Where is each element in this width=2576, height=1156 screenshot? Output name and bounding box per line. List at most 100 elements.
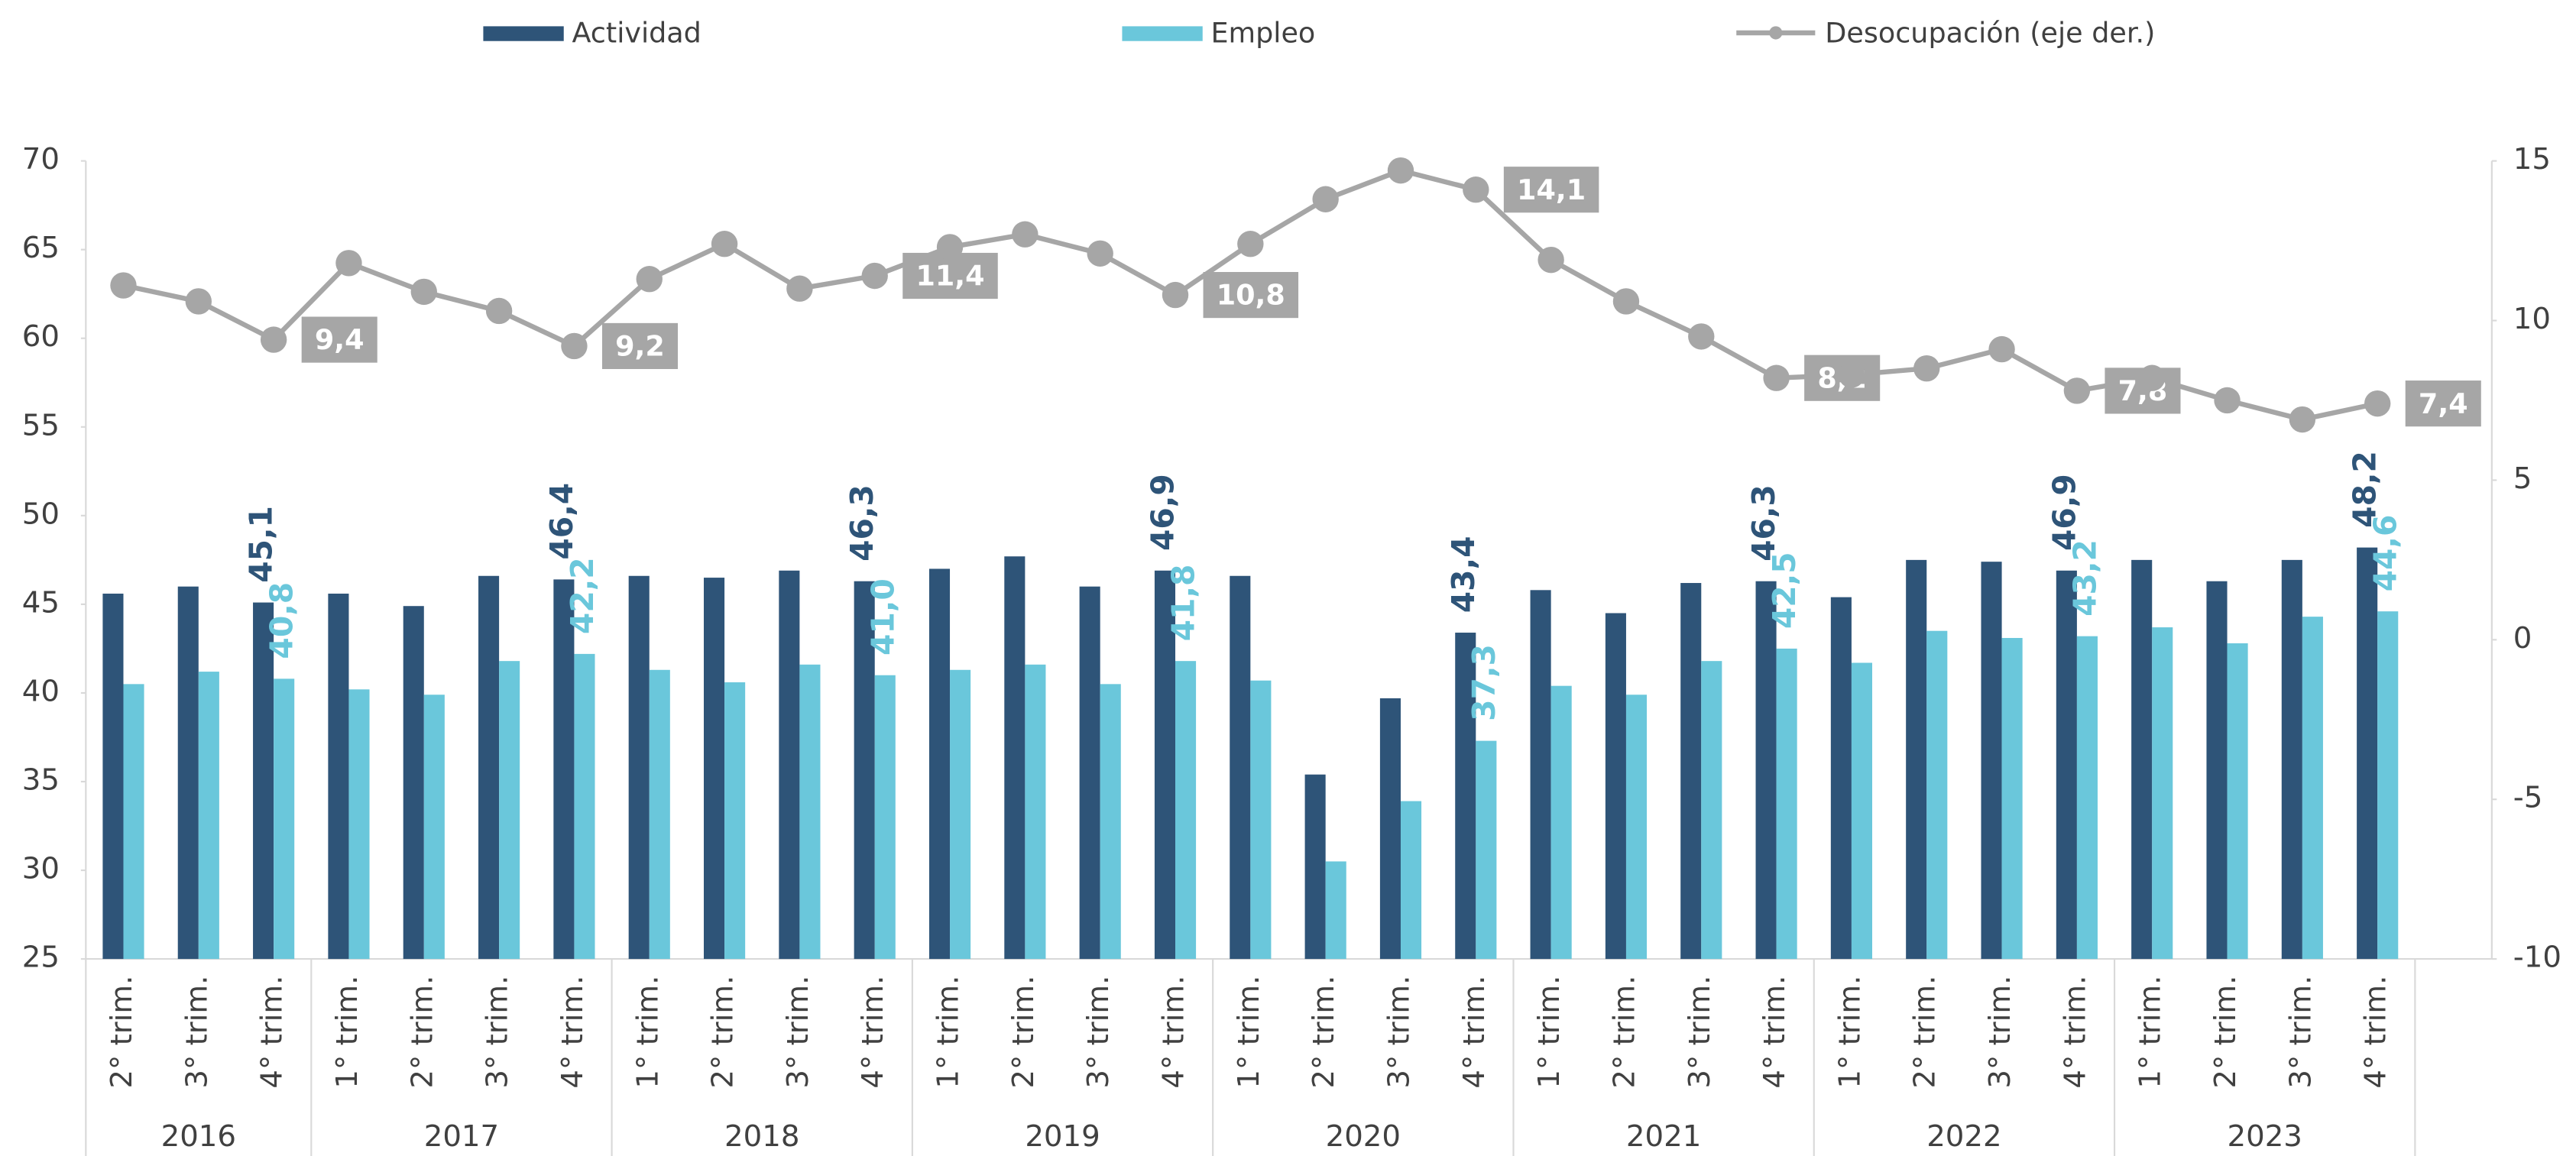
data-label-box (902, 252, 998, 300)
data-label: 7,4 (2419, 387, 2468, 420)
bar (1981, 562, 2002, 960)
x-tick-label: 4° trim. (1457, 976, 1492, 1089)
line-point (485, 297, 513, 325)
line-point (1763, 364, 1790, 391)
line-point (185, 288, 212, 315)
bar (950, 669, 971, 960)
bar (854, 581, 875, 960)
line-point (1162, 281, 1189, 309)
bar (874, 675, 896, 960)
x-tick-label: 3° trim. (1983, 976, 2017, 1089)
year-label: 2023 (2227, 1119, 2302, 1154)
x-tick-label: 4° trim. (255, 976, 290, 1089)
x-tick-label: 2° trim. (2208, 976, 2243, 1089)
y-tick-label: 35 (22, 763, 60, 797)
bar (2152, 627, 2173, 960)
bar (779, 570, 800, 960)
line-point (410, 278, 437, 306)
legend-label: Empleo (1210, 17, 1315, 50)
x-tick-label: 4° trim. (856, 976, 890, 1089)
x-tick-label: 1° trim. (932, 976, 966, 1089)
x-tick-label: 1° trim. (2134, 976, 2168, 1089)
line-point (2289, 406, 2316, 433)
data-label-box (301, 316, 377, 363)
line-point (1838, 361, 1865, 388)
year-label: 2020 (1326, 1119, 1401, 1154)
bar (1304, 774, 1326, 960)
bar (799, 664, 821, 960)
bar (1550, 685, 1572, 960)
x-tick-label: 4° trim. (2058, 976, 2092, 1089)
legend-swatch (483, 26, 564, 41)
y-tick-label: 25 (22, 941, 60, 975)
bar (1605, 613, 1626, 960)
line-point (1988, 335, 2015, 363)
line-point (335, 250, 362, 277)
bar (1476, 740, 1497, 960)
year-label: 2021 (1626, 1119, 1701, 1154)
x-tick-label: 1° trim. (330, 976, 365, 1089)
data-label: 46,3 (844, 484, 880, 562)
line-point (2214, 387, 2241, 414)
line-point (1688, 323, 1715, 350)
data-label: 41,8 (1165, 565, 1202, 642)
line-point (2063, 377, 2091, 404)
bar (1701, 661, 1722, 960)
data-label: 9,4 (315, 323, 365, 356)
y2-tick-label: -5 (2513, 781, 2543, 815)
line-point (110, 272, 137, 299)
bar (628, 575, 650, 960)
legend-swatch (1769, 26, 1783, 40)
bar (2076, 636, 2098, 960)
x-tick-label: 3° trim. (1683, 976, 1717, 1089)
x-tick-label: 1° trim. (1532, 976, 1567, 1089)
bar (1755, 581, 1777, 960)
y-tick-label: 45 (22, 585, 60, 620)
data-label: 14,1 (1517, 173, 1586, 206)
x-tick-label: 2° trim. (1307, 976, 1341, 1089)
line-point (711, 231, 738, 257)
line-point (861, 262, 888, 290)
x-tick-label: 3° trim. (2283, 976, 2318, 1089)
x-tick-label: 2° trim. (405, 976, 439, 1089)
data-label: 42,2 (564, 557, 601, 634)
y-tick-label: 60 (22, 319, 60, 354)
x-tick-label: 4° trim. (1758, 976, 1792, 1089)
data-label-box (1203, 272, 1299, 319)
y-tick-label: 65 (22, 231, 60, 265)
bar (1004, 556, 1026, 960)
bar (553, 579, 575, 960)
bar (274, 678, 295, 960)
bar (1154, 570, 1176, 960)
data-label-box (2405, 380, 2481, 427)
y-tick-label: 30 (22, 852, 60, 886)
bar (1530, 590, 1551, 960)
x-tick-label: 2° trim. (706, 976, 740, 1089)
x-tick-label: 2° trim. (1908, 976, 1943, 1089)
bar (403, 606, 424, 960)
bar (123, 684, 144, 960)
data-label-box (601, 322, 679, 370)
data-label: 37,3 (1466, 644, 1502, 721)
bar (928, 568, 951, 960)
y-tick-label: 50 (22, 497, 60, 531)
bar (1625, 695, 1648, 960)
data-label: 11,4 (915, 260, 984, 293)
x-tick-label: 2° trim. (1607, 976, 1641, 1089)
data-label: 46,9 (2046, 474, 2082, 551)
bar (574, 653, 595, 960)
y2-tick-label: -10 (2513, 941, 2561, 975)
bar (703, 578, 725, 960)
bar (2227, 643, 2248, 960)
x-tick-label: 2° trim. (1006, 976, 1041, 1089)
data-label: 10,8 (1217, 279, 1285, 312)
bar (198, 672, 219, 960)
bar (1230, 575, 1251, 960)
x-tick-label: 4° trim. (2359, 976, 2393, 1089)
bar (2377, 611, 2399, 960)
bar (1250, 680, 1272, 960)
bar (2056, 570, 2077, 960)
x-tick-label: 1° trim. (1832, 976, 1867, 1089)
bar (649, 669, 670, 960)
x-tick-label: 4° trim. (556, 976, 590, 1089)
